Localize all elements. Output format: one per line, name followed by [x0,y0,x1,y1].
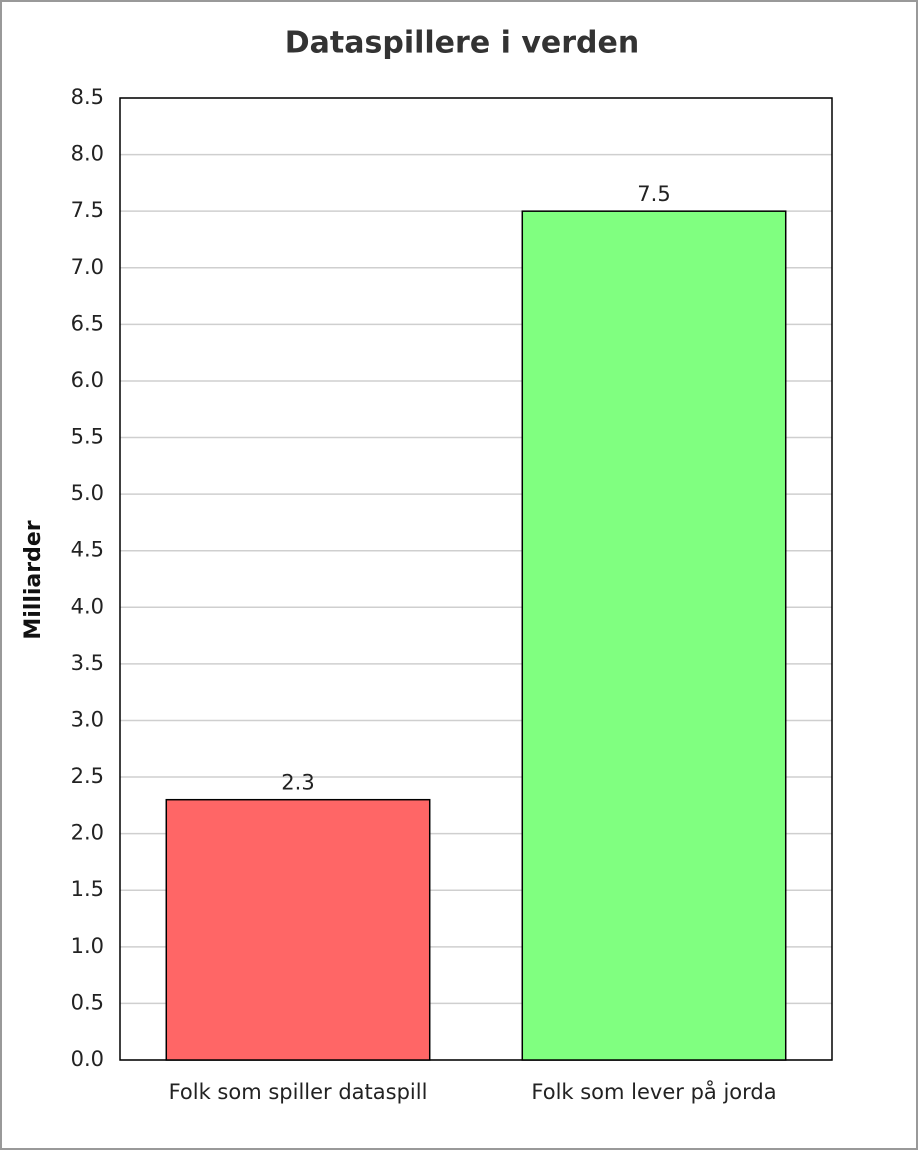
y-tick-label: 7.5 [71,198,104,222]
x-tick-label: Folk som spiller dataspill [169,1080,428,1104]
bar [521,210,787,1061]
y-axis-label: Milliarder [21,520,46,639]
y-tick-label: 0.5 [71,990,104,1014]
y-tick-label: 6.5 [71,311,104,335]
chart-title: Dataspillere i verden [285,26,639,61]
data-label: 7.5 [637,182,670,206]
y-tick-label: 3.5 [71,651,104,675]
y-tick-label: 0.0 [71,1047,104,1071]
data-label: 2.3 [281,771,314,795]
y-tick-label: 7.0 [71,255,104,279]
y-tick-label: 5.5 [71,425,104,449]
y-tick-label: 8.5 [71,85,104,109]
y-tick-label: 1.0 [71,934,104,958]
y-tick-label: 3.0 [71,707,104,731]
y-tick-label: 1.5 [71,877,104,901]
y-tick-label: 2.5 [71,764,104,788]
y-tick-label: 4.0 [71,594,104,618]
plot-border [119,97,833,1061]
y-tick-label: 5.0 [71,481,104,505]
bar [165,798,431,1061]
x-tick-label: Folk som lever på jorda [531,1079,776,1104]
y-tick-label: 8.0 [71,142,104,166]
y-tick-label: 6.0 [71,368,104,392]
y-tick-label: 2.0 [71,821,104,845]
y-tick-label: 4.5 [71,538,104,562]
